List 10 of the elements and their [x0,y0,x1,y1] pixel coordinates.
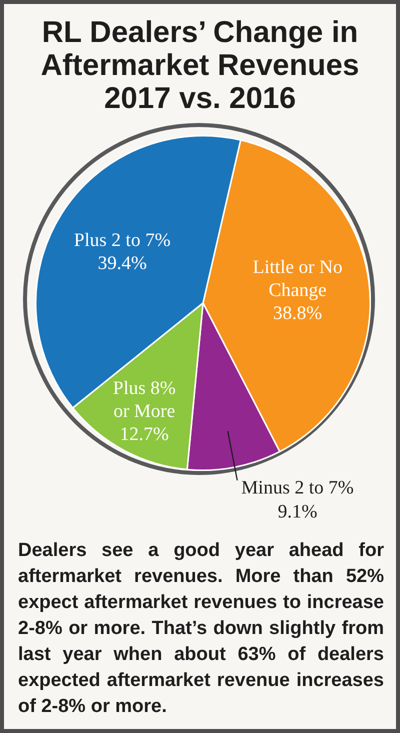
slice-label: Plus 8% or More [112,378,176,422]
text: Dealers see a good year ahead for aftermarket revenues. More than 52% expect aftermarket revenues to increase 2-8% or more. That’s down slightly from last year when about 63% of dealers expected aftermarket revenue increases of 2-8% or more. [18,539,384,719]
data-label: 38.8% [273,303,322,324]
slice-label: Little or No Change [252,257,342,302]
data-label: 12.7% [120,424,170,445]
slice-label: Minus 2 to 7% [241,477,354,498]
data-label: 39.4% [98,252,147,274]
data-label: 9.1% [278,501,318,522]
slice-label: Plus 2 to 7% [74,230,171,251]
chart-title: RL Dealers’ Change in Aftermarket Revenues 2017 vs. 2016 [40,16,360,115]
